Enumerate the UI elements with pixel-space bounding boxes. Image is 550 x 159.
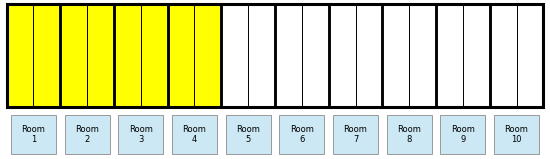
Bar	[7, 4, 221, 107]
Bar	[7, 4, 543, 107]
Bar	[114, 4, 168, 107]
Text: Room
6: Room 6	[290, 125, 314, 144]
Bar	[490, 4, 543, 107]
Bar	[275, 4, 329, 107]
Bar	[7, 4, 60, 107]
Bar	[333, 115, 378, 154]
Text: Room
5: Room 5	[236, 125, 260, 144]
Bar	[226, 115, 271, 154]
Bar	[221, 4, 543, 107]
Bar	[279, 115, 324, 154]
Bar	[441, 115, 485, 154]
Bar	[60, 4, 114, 107]
Text: Room
7: Room 7	[344, 125, 367, 144]
Bar	[11, 115, 56, 154]
Text: Room
2: Room 2	[75, 125, 99, 144]
Text: Room
1: Room 1	[21, 125, 46, 144]
Text: Room
3: Room 3	[129, 125, 153, 144]
Bar	[118, 115, 163, 154]
Bar	[436, 4, 490, 107]
Text: Room
9: Room 9	[451, 125, 475, 144]
Bar	[387, 115, 432, 154]
Text: Room
10: Room 10	[504, 125, 529, 144]
Text: Room
8: Room 8	[397, 125, 421, 144]
Bar	[221, 4, 275, 107]
Text: Room
4: Room 4	[183, 125, 206, 144]
Bar	[494, 115, 539, 154]
Bar	[168, 4, 221, 107]
Bar	[382, 4, 436, 107]
Bar	[172, 115, 217, 154]
Bar	[65, 115, 109, 154]
Bar	[329, 4, 382, 107]
